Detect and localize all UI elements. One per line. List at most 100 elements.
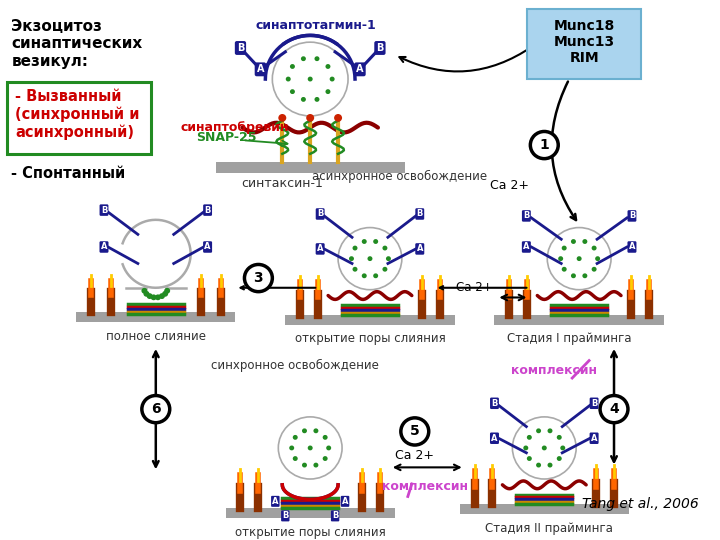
Circle shape [323,456,328,461]
Circle shape [302,463,307,468]
Text: B: B [417,210,423,219]
Text: Экзоцитоз
синаптических
везикул:: Экзоцитоз синаптических везикул: [12,19,143,69]
Circle shape [386,256,391,261]
Text: A: A [629,242,635,252]
Text: асинхронное освобождение: асинхронное освобождение [312,170,487,183]
Circle shape [293,456,298,461]
FancyBboxPatch shape [527,9,641,79]
Text: 3: 3 [253,271,264,285]
Bar [215,161,405,173]
Text: SNAP-25: SNAP-25 [196,131,256,144]
FancyBboxPatch shape [7,82,150,154]
Circle shape [325,89,330,94]
Circle shape [527,435,532,440]
Circle shape [279,417,342,479]
Text: 6: 6 [151,402,161,416]
Text: B: B [101,206,107,214]
Circle shape [334,114,342,122]
Circle shape [353,246,358,251]
Circle shape [245,265,272,292]
Circle shape [557,456,562,461]
Text: B: B [282,511,289,521]
Text: открытие поры слияния: открытие поры слияния [294,333,446,346]
Text: B: B [237,43,244,53]
Text: комплексин: комплексин [511,364,598,377]
Text: A: A [272,497,279,506]
Bar [495,315,664,325]
Text: B: B [591,399,598,408]
Text: B: B [377,43,384,53]
Text: 1: 1 [539,138,549,152]
Circle shape [293,435,298,440]
Text: Стадия I прайминга: Стадия I прайминга [507,333,631,346]
Circle shape [558,256,563,261]
Circle shape [315,97,320,102]
Circle shape [279,114,287,122]
Text: B: B [332,511,338,521]
Text: синаптобревин: синаптобревин [181,121,289,134]
Circle shape [323,435,328,440]
Circle shape [592,267,597,272]
Circle shape [571,239,576,244]
Circle shape [373,239,378,244]
Text: синаптотагмин-1: синаптотагмин-1 [256,19,376,32]
Circle shape [382,267,387,272]
Text: A: A [523,242,530,252]
Text: B: B [629,212,635,220]
Circle shape [272,42,348,116]
Text: 4: 4 [609,402,619,416]
Text: Munc18
Munc13
RIM: Munc18 Munc13 RIM [554,19,615,65]
Circle shape [286,77,291,82]
Circle shape [592,246,597,251]
Circle shape [155,294,161,300]
Circle shape [541,446,546,450]
Text: Стадия II прайминга: Стадия II прайминга [485,522,613,535]
Text: B: B [204,206,211,214]
Text: A: A [256,64,264,75]
Circle shape [330,77,335,82]
Text: 5: 5 [410,424,420,438]
Circle shape [301,97,306,102]
Circle shape [527,456,532,461]
Circle shape [353,267,358,272]
Circle shape [325,64,330,69]
Circle shape [141,288,148,294]
Circle shape [302,428,307,433]
Circle shape [338,227,402,290]
Circle shape [547,227,611,290]
Circle shape [315,56,320,61]
Circle shape [373,273,378,278]
Text: открытие поры слияния: открытие поры слияния [235,525,386,538]
Circle shape [536,428,541,433]
Circle shape [150,294,157,300]
Circle shape [571,273,576,278]
Circle shape [307,77,312,82]
Text: комплексин: комплексин [382,480,468,493]
Circle shape [382,246,387,251]
Circle shape [367,256,372,261]
Text: - Спонтанный: - Спонтанный [12,166,125,181]
Circle shape [582,273,588,278]
Circle shape [401,418,428,445]
Circle shape [306,114,314,122]
Bar [225,508,395,518]
Circle shape [513,417,576,479]
Circle shape [290,89,295,94]
Text: A: A [416,245,423,253]
Text: A: A [317,245,323,253]
Circle shape [600,395,628,423]
Bar [76,312,235,322]
Circle shape [164,288,170,294]
Bar [285,315,454,325]
Text: Ca 2+: Ca 2+ [490,179,529,192]
Circle shape [557,435,562,440]
Circle shape [162,291,168,297]
Circle shape [577,256,582,261]
Circle shape [142,395,170,423]
Circle shape [326,446,331,450]
Bar [459,504,629,514]
Circle shape [560,446,565,450]
Circle shape [361,273,366,278]
Text: A: A [591,434,598,443]
Text: - Вызванный
(синхронный и
асинхронный): - Вызванный (синхронный и асинхронный) [15,89,140,140]
